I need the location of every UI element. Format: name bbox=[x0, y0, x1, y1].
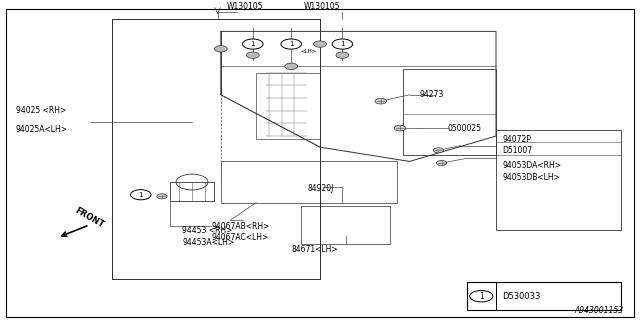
Text: 94072P: 94072P bbox=[502, 135, 531, 144]
Text: FRONT: FRONT bbox=[74, 206, 106, 230]
Circle shape bbox=[246, 52, 259, 58]
Circle shape bbox=[285, 63, 298, 69]
Circle shape bbox=[243, 39, 263, 49]
Text: 84920J: 84920J bbox=[307, 184, 333, 193]
Text: 94067AC<LH>: 94067AC<LH> bbox=[211, 233, 268, 242]
Circle shape bbox=[131, 190, 151, 200]
Text: D530033: D530033 bbox=[502, 292, 541, 301]
Text: 94053DA<RH>: 94053DA<RH> bbox=[502, 161, 561, 171]
Circle shape bbox=[214, 46, 227, 52]
Text: A943001153: A943001153 bbox=[575, 306, 624, 315]
Circle shape bbox=[336, 52, 349, 58]
Text: 1: 1 bbox=[340, 41, 345, 47]
Text: 94053DB<LH>: 94053DB<LH> bbox=[502, 172, 560, 181]
Text: 94025 <RH>: 94025 <RH> bbox=[16, 107, 67, 116]
Circle shape bbox=[394, 125, 406, 131]
Circle shape bbox=[332, 39, 353, 49]
Circle shape bbox=[157, 194, 167, 199]
Text: 84671<LH>: 84671<LH> bbox=[291, 245, 338, 254]
Text: 1: 1 bbox=[138, 192, 143, 198]
Text: 94453A<LH>: 94453A<LH> bbox=[182, 237, 234, 246]
Text: 94025A<LH>: 94025A<LH> bbox=[16, 125, 68, 134]
Text: D51007: D51007 bbox=[502, 146, 532, 155]
Text: W130105: W130105 bbox=[304, 2, 340, 11]
Circle shape bbox=[470, 291, 493, 302]
Circle shape bbox=[281, 39, 301, 49]
Text: <LH>: <LH> bbox=[301, 49, 317, 54]
Circle shape bbox=[375, 98, 387, 104]
Text: 1: 1 bbox=[250, 41, 255, 47]
Circle shape bbox=[433, 148, 444, 153]
Circle shape bbox=[436, 160, 447, 165]
Text: W130105: W130105 bbox=[227, 2, 264, 11]
Circle shape bbox=[314, 41, 326, 47]
Text: 1: 1 bbox=[479, 292, 484, 301]
Text: 94273: 94273 bbox=[419, 90, 444, 99]
Text: 0500025: 0500025 bbox=[448, 124, 482, 132]
Text: 1: 1 bbox=[289, 41, 294, 47]
Text: 94453 <RH>: 94453 <RH> bbox=[182, 227, 233, 236]
Text: 94067AB<RH>: 94067AB<RH> bbox=[211, 222, 269, 231]
